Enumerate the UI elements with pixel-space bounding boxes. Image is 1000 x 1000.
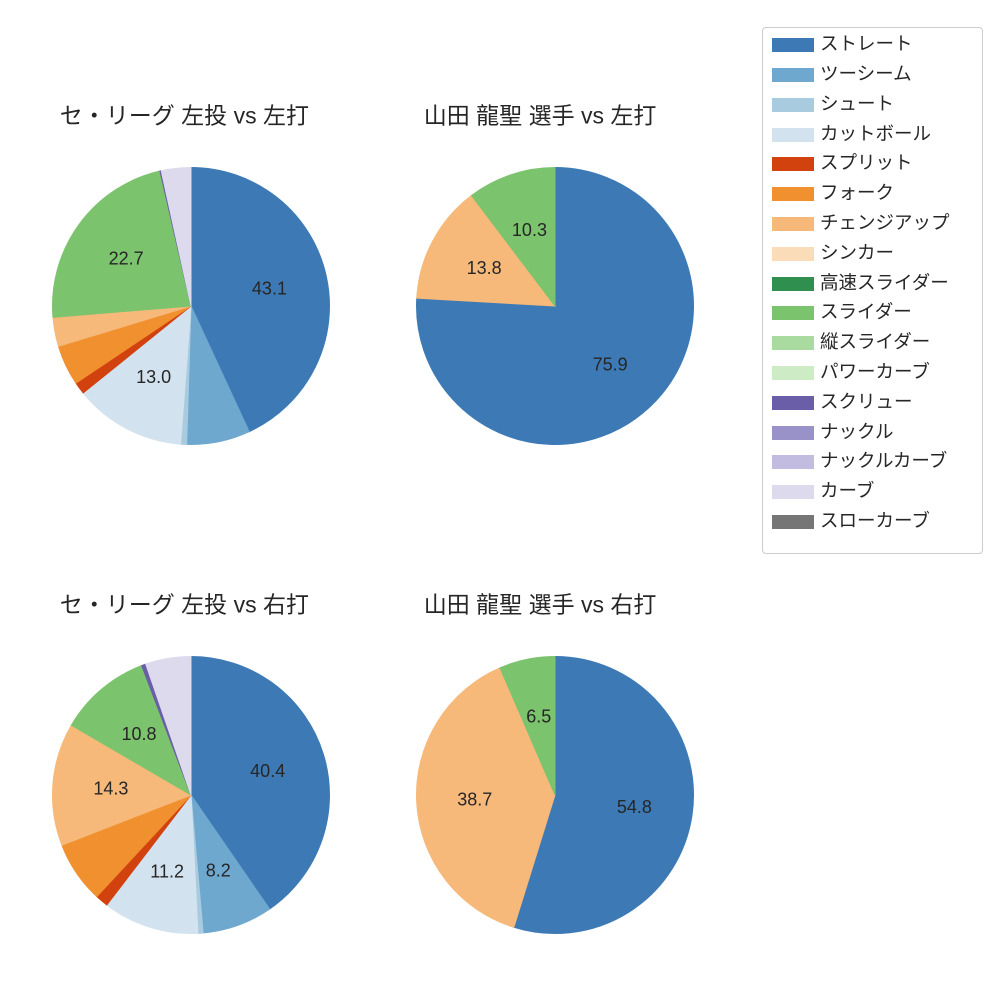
svg-text:6.5: 6.5 xyxy=(526,706,551,726)
svg-text:38.7: 38.7 xyxy=(457,789,492,809)
svg-text:13.8: 13.8 xyxy=(467,258,502,278)
svg-text:14.3: 14.3 xyxy=(93,779,128,799)
svg-text:セ・リーグ 左投 vs 右打: セ・リーグ 左投 vs 右打 xyxy=(60,592,309,618)
svg-text:54.8: 54.8 xyxy=(617,797,652,817)
svg-text:13.0: 13.0 xyxy=(136,367,171,387)
svg-text:22.7: 22.7 xyxy=(109,249,144,269)
svg-text:山田 龍聖 選手 vs 左打: 山田 龍聖 選手 vs 左打 xyxy=(424,103,657,129)
svg-text:43.1: 43.1 xyxy=(252,279,287,299)
svg-text:75.9: 75.9 xyxy=(593,354,628,374)
svg-text:8.2: 8.2 xyxy=(206,861,231,881)
svg-text:11.2: 11.2 xyxy=(150,862,184,882)
svg-text:40.4: 40.4 xyxy=(250,761,285,781)
svg-text:10.8: 10.8 xyxy=(121,724,156,744)
svg-text:山田 龍聖 選手 vs 右打: 山田 龍聖 選手 vs 右打 xyxy=(424,592,657,618)
svg-text:セ・リーグ 左投 vs 左打: セ・リーグ 左投 vs 左打 xyxy=(60,103,309,129)
svg-text:10.3: 10.3 xyxy=(512,220,547,240)
